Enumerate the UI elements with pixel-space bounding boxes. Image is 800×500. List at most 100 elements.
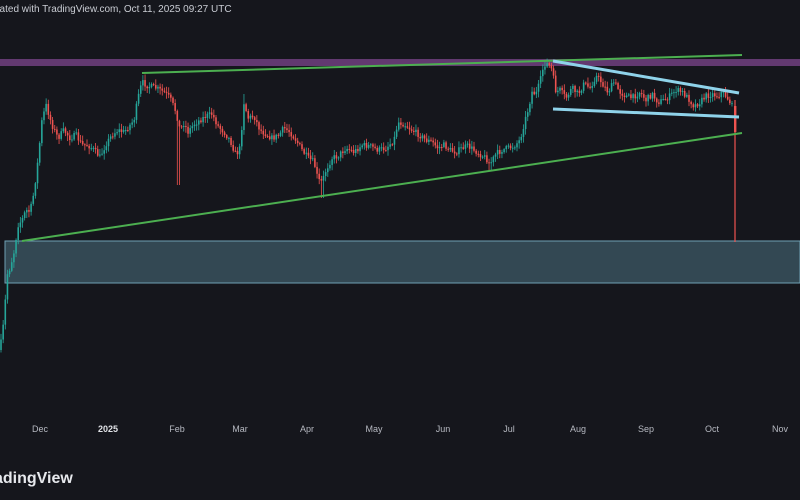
- candle-body: [456, 153, 458, 155]
- candle-body: [608, 91, 611, 93]
- candle-body: [524, 116, 527, 130]
- candle-body: [34, 183, 37, 196]
- candle-body: [92, 147, 95, 149]
- candle-body: [159, 86, 161, 89]
- candle-body: [213, 114, 215, 118]
- candle-body: [449, 147, 452, 150]
- support-zone: [4, 240, 800, 284]
- candle-body: [96, 149, 99, 156]
- x-tick-label: Jun: [436, 424, 451, 434]
- candle-body: [546, 63, 548, 67]
- candle-body: [587, 83, 589, 87]
- candle-body: [716, 96, 718, 98]
- candle-body: [294, 138, 297, 141]
- candle-body: [122, 130, 125, 132]
- candle-body: [518, 140, 520, 144]
- candle-body: [400, 122, 402, 125]
- candle-body: [533, 91, 535, 95]
- candle-body: [434, 142, 437, 146]
- lower-trendline: [21, 132, 743, 242]
- candle-body: [189, 128, 191, 134]
- candle-body: [314, 158, 316, 167]
- candle-body: [318, 173, 320, 180]
- candle-body: [632, 94, 634, 99]
- candle-body: [415, 129, 417, 132]
- candle-body: [251, 115, 254, 118]
- candle-body: [440, 146, 443, 148]
- candle-body: [137, 93, 140, 104]
- candle-body: [120, 129, 123, 132]
- candle-body: [217, 124, 219, 126]
- candle-body: [8, 270, 11, 275]
- candle-body: [165, 91, 168, 93]
- candle-body: [413, 130, 415, 132]
- candle-body: [615, 82, 617, 84]
- candle-body: [264, 134, 267, 137]
- candle-body: [651, 92, 654, 99]
- candle-body: [671, 92, 673, 94]
- candle-body: [51, 119, 54, 129]
- candle-body: [503, 149, 505, 153]
- candle-body: [79, 140, 82, 142]
- candle-body: [612, 82, 615, 84]
- candle-body: [668, 93, 671, 101]
- candle-body: [13, 253, 15, 263]
- candle-body: [421, 135, 424, 139]
- candle-body: [406, 126, 409, 128]
- candle-body: [142, 80, 144, 86]
- candle-body: [645, 97, 647, 102]
- candle-body: [206, 113, 209, 118]
- candle-body: [157, 86, 159, 89]
- candle-body: [600, 76, 602, 83]
- chart-background: [0, 20, 800, 450]
- candle-body: [230, 137, 232, 146]
- candle-body: [191, 126, 194, 129]
- candle-body: [664, 99, 667, 101]
- candle-body: [591, 86, 594, 88]
- price-chart[interactable]: Dec 2025 Feb Mar Apr May Jun Jul Aug Sep Oct Nov: [0, 20, 800, 450]
- candle-body: [410, 129, 413, 131]
- candle-body: [17, 227, 19, 241]
- candle-body: [471, 146, 473, 149]
- candle-body: [404, 126, 406, 128]
- candle-body: [432, 140, 434, 143]
- candle-body: [621, 93, 624, 96]
- candle-body: [714, 93, 716, 97]
- candle-body: [232, 145, 234, 151]
- candle-body: [724, 91, 727, 97]
- candle-body: [337, 157, 340, 159]
- candle-body: [161, 88, 164, 91]
- candle-body: [223, 132, 226, 136]
- x-tick-label: Nov: [772, 424, 789, 434]
- candle-body: [2, 324, 4, 340]
- candle-body: [258, 122, 260, 130]
- candle-body: [436, 145, 439, 149]
- candle-body: [694, 104, 697, 108]
- x-tick-label: 2025: [98, 424, 118, 434]
- candle-body: [653, 92, 656, 99]
- candle-body: [374, 146, 376, 148]
- wedge-lower-line: [552, 107, 740, 119]
- candle-body: [58, 134, 60, 139]
- candle-body: [281, 127, 284, 133]
- candle-body: [451, 147, 454, 152]
- candle-body: [339, 151, 342, 158]
- candle-body: [574, 85, 576, 92]
- candle-body: [41, 120, 43, 144]
- candle-body: [447, 148, 449, 150]
- candle-body: [335, 155, 338, 159]
- candle-body: [118, 129, 121, 133]
- candle-body: [193, 124, 196, 127]
- candle-body: [490, 162, 492, 164]
- candle-body: [30, 203, 32, 212]
- candle-body: [576, 90, 578, 92]
- candle-body: [636, 96, 639, 99]
- candle-body: [311, 158, 314, 160]
- candle-body: [677, 88, 680, 92]
- candle-body: [187, 126, 189, 134]
- candle-body: [219, 125, 222, 129]
- candle-body: [709, 96, 712, 98]
- candle-body: [333, 155, 336, 160]
- candle-body: [445, 142, 447, 149]
- candle-body: [565, 93, 568, 98]
